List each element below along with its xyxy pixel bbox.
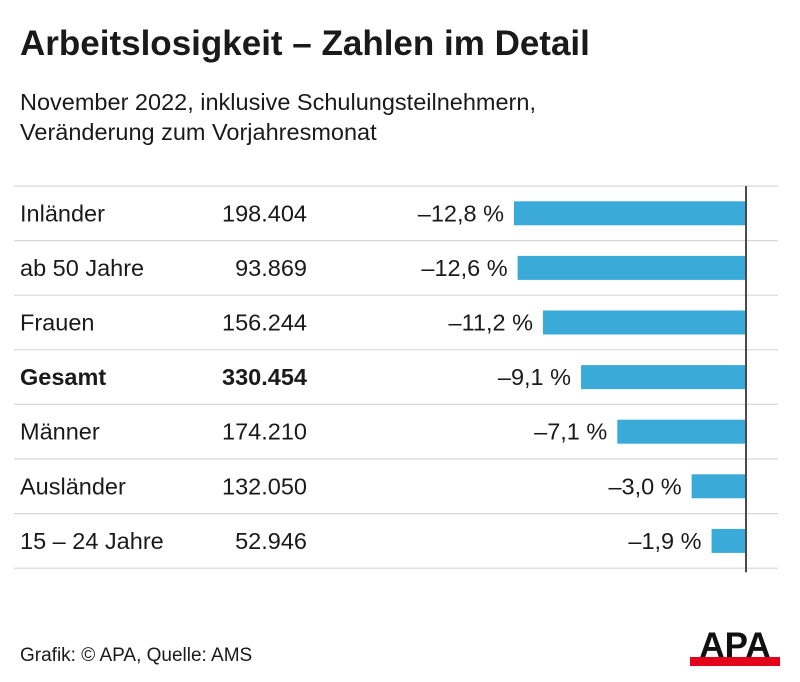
category-label: ab 50 Jahre — [20, 255, 144, 281]
value-label: –11,2 % — [449, 310, 534, 336]
category-label: Frauen — [20, 310, 94, 336]
value-label: –1,9 % — [628, 528, 701, 554]
count-label: 198.404 — [222, 200, 307, 226]
apa-logo-bar — [690, 657, 780, 666]
value-label: –12,8 % — [418, 200, 504, 226]
source-credit: Grafik: © APA, Quelle: AMS — [20, 645, 253, 666]
chart-subtitle-line-1: November 2022, inklusive Schulungsteilne… — [20, 89, 536, 115]
value-label: –3,0 % — [608, 473, 681, 499]
bar — [691, 474, 746, 499]
value-label: –9,1 % — [498, 364, 571, 390]
bar — [581, 365, 746, 390]
category-label: Ausländer — [20, 473, 126, 499]
count-label: 132.050 — [222, 473, 307, 499]
category-label: Gesamt — [20, 364, 106, 390]
value-label: –12,6 % — [421, 255, 507, 281]
bar — [711, 528, 746, 553]
chart-subtitle-line-2: Veränderung zum Vorjahresmonat — [20, 119, 377, 145]
bar — [543, 310, 746, 335]
apa-logo: APA — [690, 627, 780, 666]
bar — [514, 201, 746, 226]
count-label: 330.454 — [222, 364, 307, 390]
value-label: –7,1 % — [534, 419, 607, 445]
category-label: Männer — [20, 419, 100, 445]
bar — [517, 255, 746, 280]
category-label: Inländer — [20, 200, 105, 226]
chart-title: Arbeitslosigkeit – Zahlen im Detail — [20, 24, 590, 63]
count-label: 174.210 — [222, 419, 307, 445]
count-label: 93.869 — [235, 255, 307, 281]
bar-chart: Inländer 198.404 –12,8 % ab 50 Jahre 93.869 –… — [14, 185, 778, 573]
bar — [617, 419, 746, 444]
category-label: 15 – 24 Jahre — [20, 528, 164, 554]
count-label: 156.244 — [222, 310, 307, 336]
count-label: 52.946 — [235, 528, 307, 554]
